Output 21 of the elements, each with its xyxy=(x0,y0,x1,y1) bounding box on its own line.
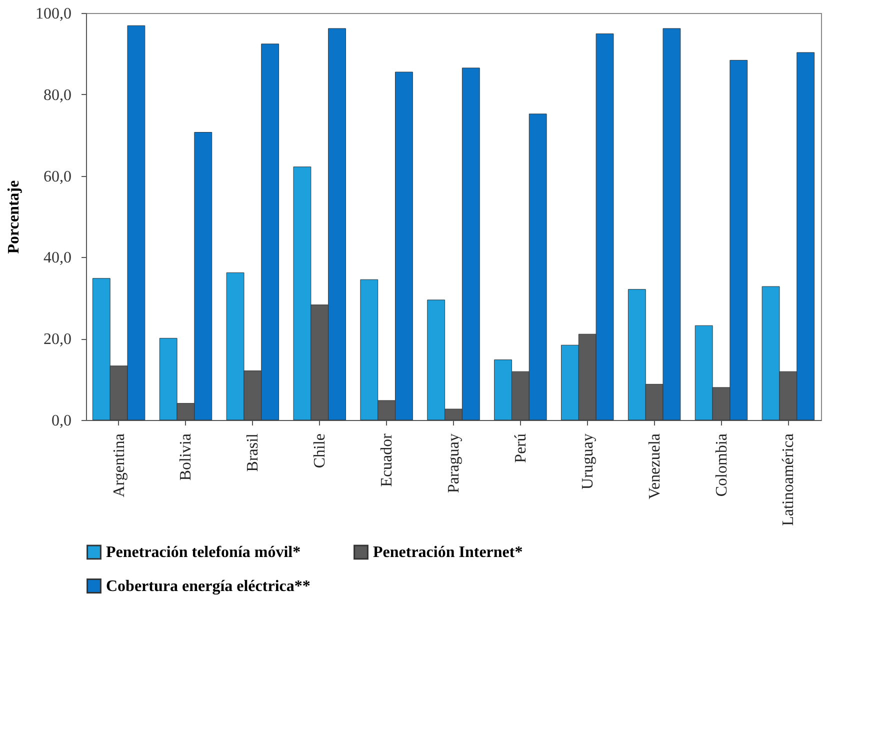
x-tick-label: Venezuela xyxy=(646,434,664,500)
x-tick-label: Uruguay xyxy=(579,434,596,490)
y-tick-label: 20,0 xyxy=(44,331,72,348)
legend-label: Penetración Internet* xyxy=(373,544,523,562)
x-tick-label: Perú xyxy=(512,434,530,463)
x-tick-label: Latinoamérica xyxy=(780,434,798,526)
y-axis-title: Porcentaje xyxy=(6,180,22,254)
y-tick-label: 40,0 xyxy=(44,250,72,267)
x-tick-label: Paraguay xyxy=(446,434,462,494)
x-tick-label: Ecuador xyxy=(378,432,396,487)
y-tick-label: 60,0 xyxy=(44,168,72,186)
x-tick-label: Chile xyxy=(312,434,329,468)
y-tick-label: 0,0 xyxy=(52,412,72,430)
x-tick-label: Argentina xyxy=(110,434,128,498)
y-tick-label: 80,0 xyxy=(44,86,72,104)
y-tick-label: 100,0 xyxy=(36,6,72,22)
legend-label: Penetración telefonía móvil* xyxy=(106,544,301,562)
x-tick-label: Brasil xyxy=(244,432,262,472)
x-tick-label: Bolivia xyxy=(178,434,195,481)
x-tick-label: Colombia xyxy=(713,434,730,497)
legend-label: Cobertura energía eléctrica** xyxy=(106,578,310,595)
